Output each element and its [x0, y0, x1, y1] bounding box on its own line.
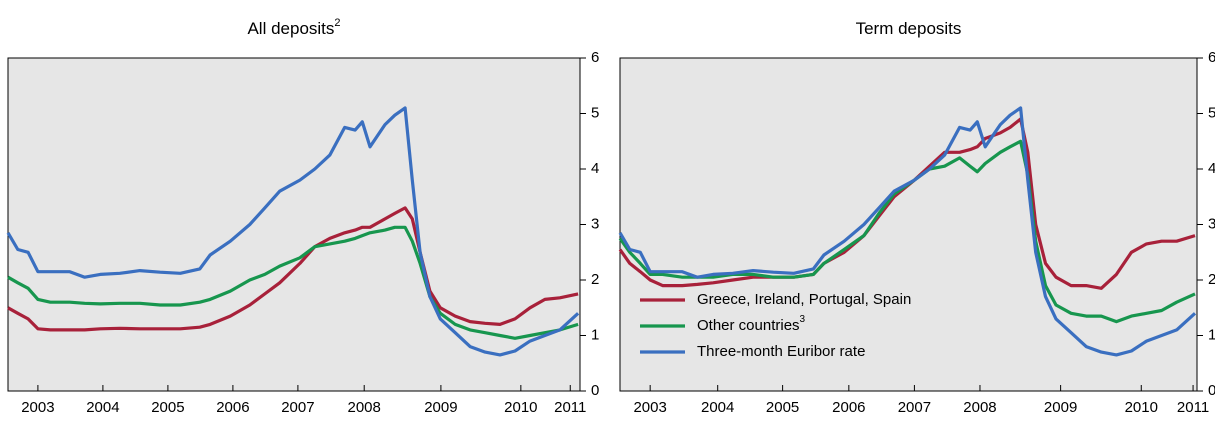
- series-line: [6, 106, 580, 357]
- y-tick-label: 6: [591, 49, 599, 66]
- y-tick-label: 0: [591, 382, 599, 399]
- y-tick-label: 0: [1208, 382, 1215, 399]
- plot-area: [619, 57, 1198, 392]
- series-line: [7, 225, 579, 340]
- x-tick-label: 2005: [151, 399, 184, 416]
- x-tick-label: 2008: [348, 399, 381, 416]
- x-tick-label: 2004: [86, 399, 119, 416]
- y-tick-label: 2: [1208, 271, 1215, 288]
- legend-label: Greece, Ireland, Portugal, Spain: [697, 291, 911, 308]
- legend-text: Other countries: [697, 317, 800, 334]
- y-tick-label: 6: [1208, 49, 1215, 66]
- title-footnote: 2: [334, 17, 340, 29]
- series-line: [7, 206, 579, 332]
- chart-title: All deposits2: [247, 17, 340, 39]
- y-tick-label: 1: [1208, 326, 1215, 343]
- legend-text: Greece, Ireland, Portugal, Spain: [697, 291, 911, 308]
- legend-label: Three-month Euribor rate: [697, 343, 865, 360]
- x-tick-label: 2011: [1177, 399, 1209, 416]
- legend-text: Three-month Euribor rate: [697, 343, 865, 360]
- y-tick-label: 1: [591, 326, 599, 343]
- x-tick-label: 2003: [633, 399, 666, 416]
- x-tick-label: 2011: [554, 399, 586, 416]
- x-tick-label: 2005: [766, 399, 799, 416]
- x-tick-label: 2007: [281, 399, 314, 416]
- y-tick-label: 3: [1208, 215, 1215, 232]
- plot-area: [7, 57, 581, 392]
- x-tick-label: 2007: [898, 399, 931, 416]
- x-tick-label: 2003: [21, 399, 54, 416]
- series-line: [618, 106, 1197, 357]
- x-tick-label: 2006: [216, 399, 249, 416]
- legend-label: Other countries3: [697, 314, 806, 334]
- x-tick-label: 2009: [424, 399, 457, 416]
- chart-title: Term deposits: [856, 19, 962, 38]
- series-line: [618, 139, 1196, 324]
- x-tick-label: 2009: [1044, 399, 1077, 416]
- y-tick-label: 3: [591, 215, 599, 232]
- y-tick-label: 5: [591, 104, 599, 121]
- y-tick-label: 2: [591, 271, 599, 288]
- x-tick-label: 2008: [963, 399, 996, 416]
- y-tick-label: 4: [591, 160, 599, 177]
- legend-footnote: 3: [800, 314, 806, 325]
- x-tick-label: 2010: [504, 399, 537, 416]
- y-tick-label: 4: [1208, 160, 1215, 177]
- title-text: Term deposits: [856, 19, 962, 38]
- x-tick-label: 2006: [832, 399, 865, 416]
- title-text: All deposits: [247, 19, 334, 38]
- x-tick-label: 2010: [1125, 399, 1158, 416]
- y-tick-label: 5: [1208, 104, 1215, 121]
- x-tick-label: 2004: [701, 399, 734, 416]
